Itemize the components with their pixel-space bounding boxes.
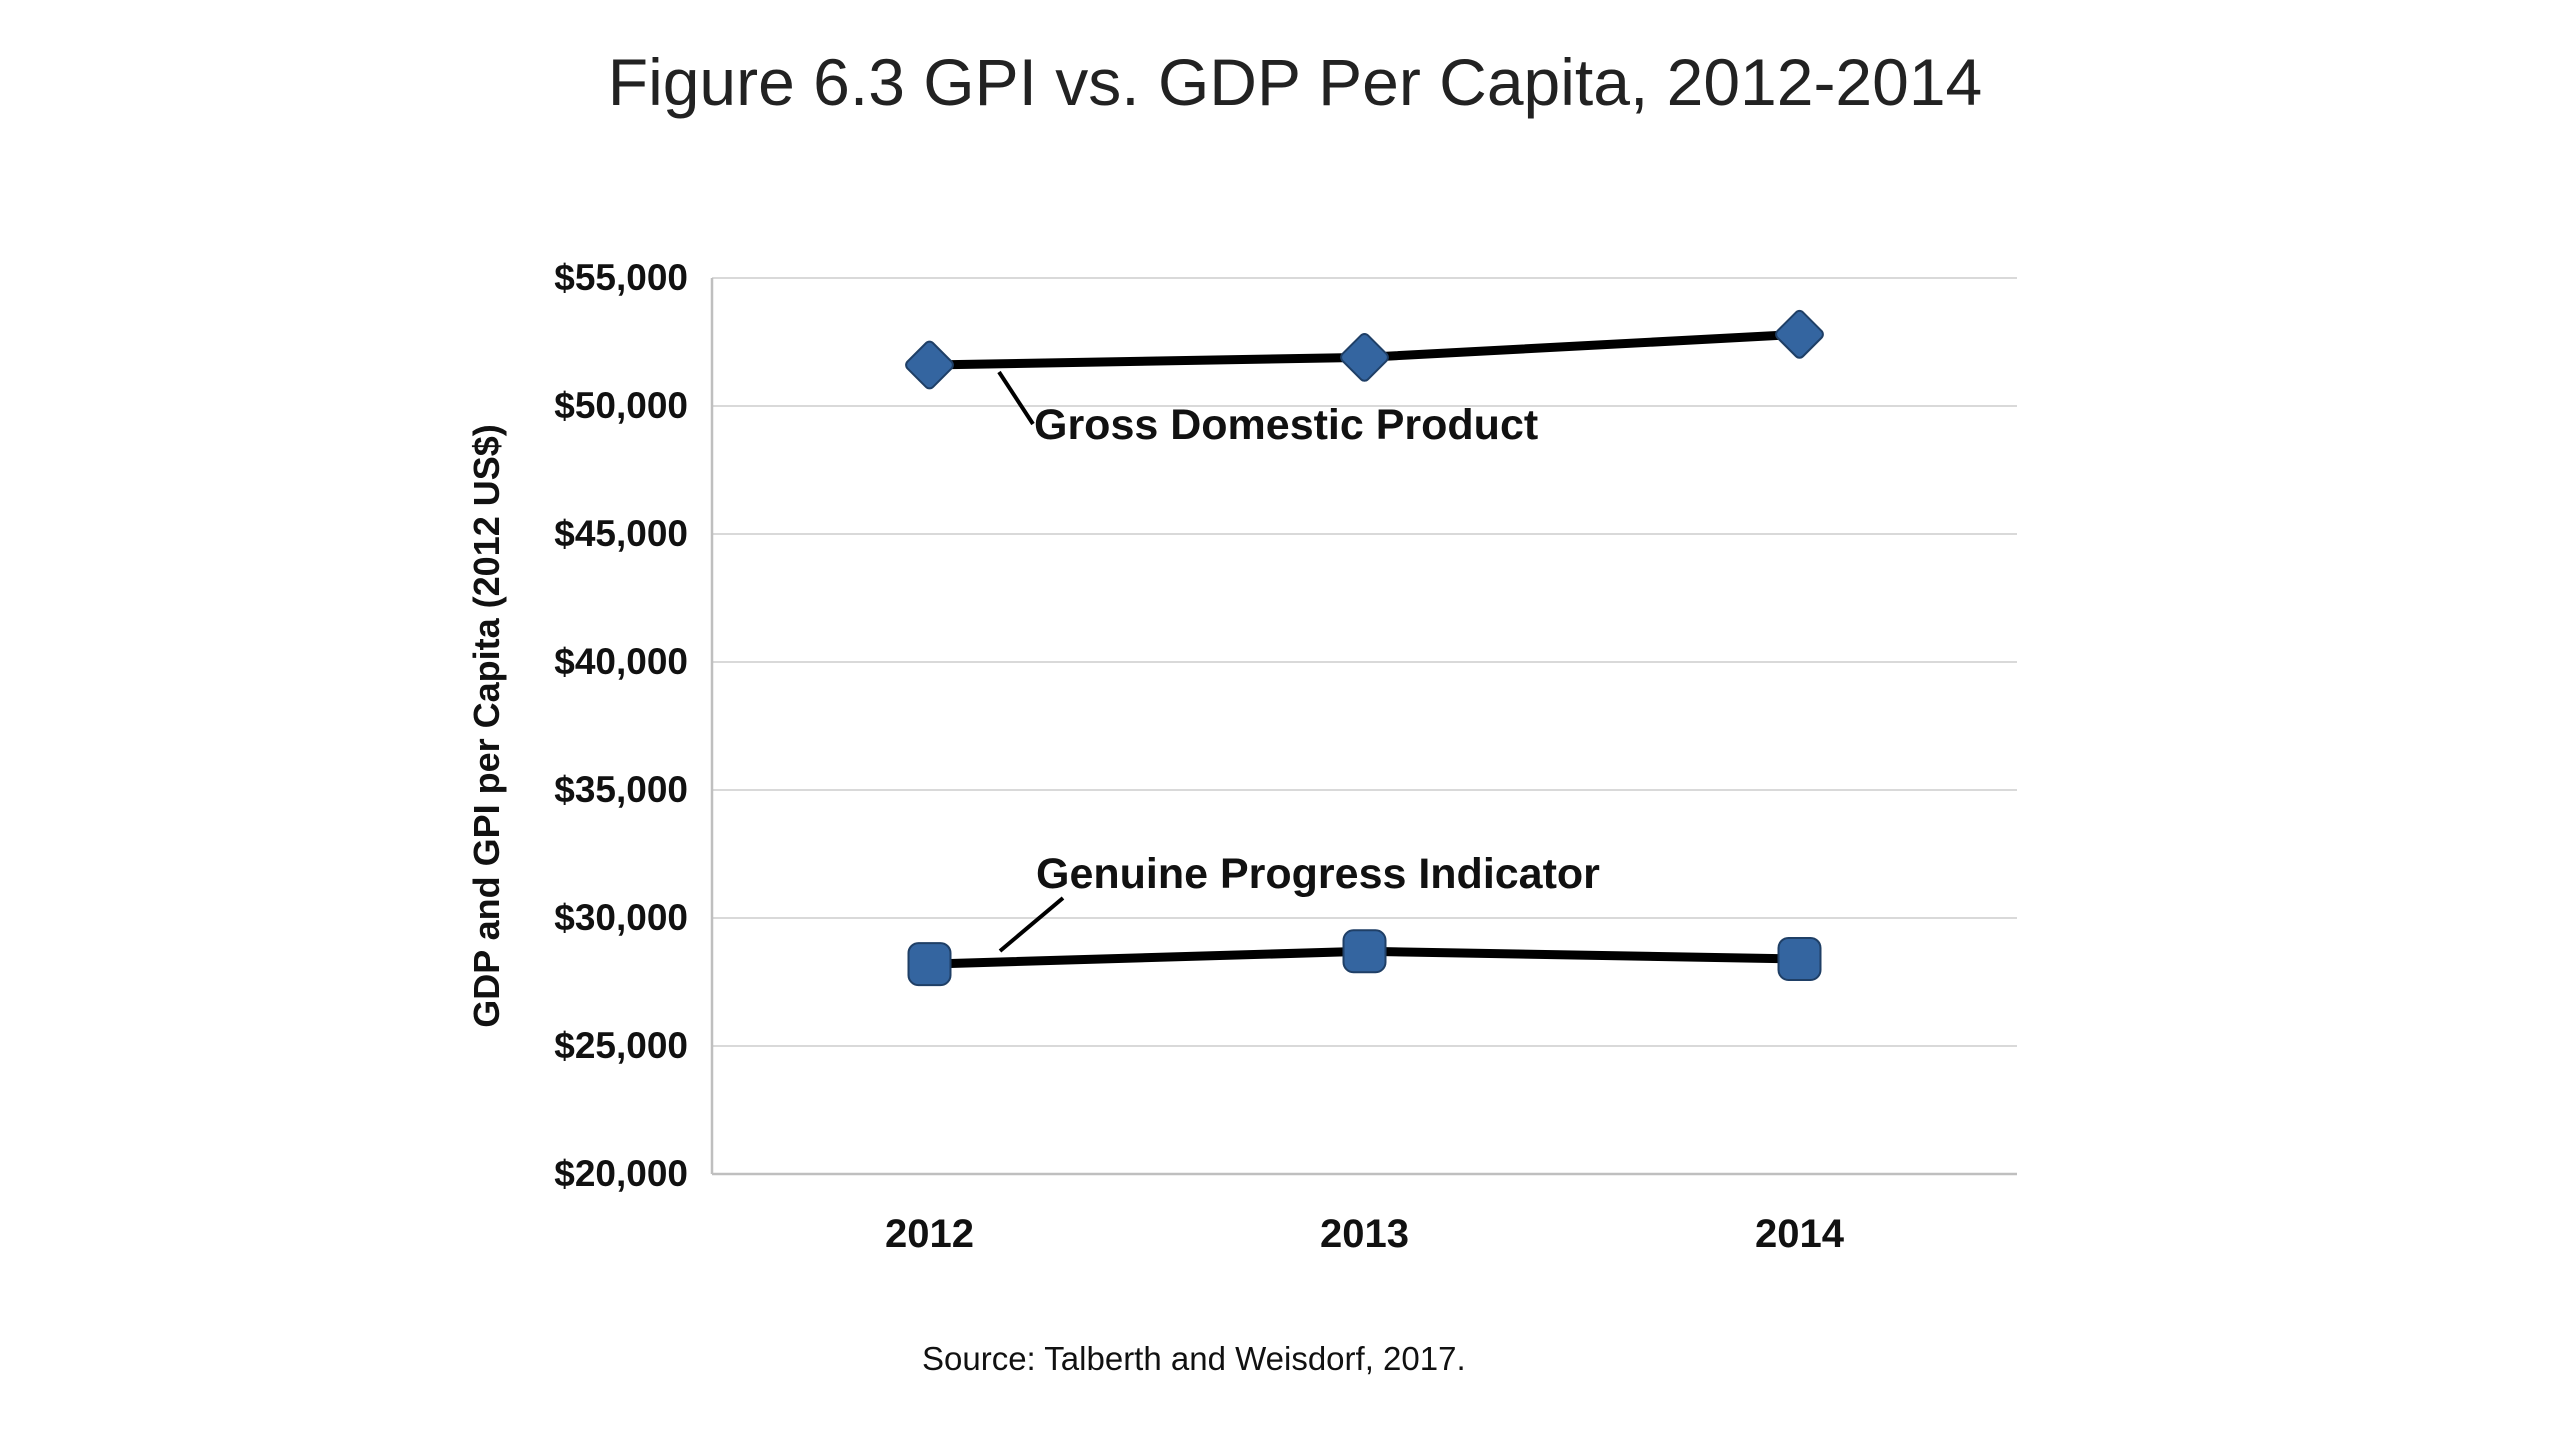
gdp-marker-2012	[905, 340, 954, 390]
gpi-marker-2012	[907, 942, 952, 987]
gdp-label-leader-line	[997, 370, 1035, 426]
y-tick-label: $40,000	[554, 641, 688, 682]
gpi-label-leader-line	[998, 896, 1065, 953]
gpi-marker-2013	[1342, 929, 1387, 974]
source-note: Source: Talberth and Weisdorf, 2017.	[922, 1340, 1466, 1377]
y-tick-label: $25,000	[554, 1025, 688, 1066]
x-tick-label: 2013	[1320, 1212, 1409, 1256]
y-tick-label: $30,000	[554, 897, 688, 938]
y-tick-label: $35,000	[554, 769, 688, 810]
y-tick-label: $20,000	[554, 1153, 688, 1194]
chart-title: Figure 6.3 GPI vs. GDP Per Capita, 2012-…	[607, 45, 1983, 119]
series-label-gdp: Gross Domestic Product	[1034, 401, 1539, 449]
series-label-gpi: Genuine Progress Indicator	[1036, 850, 1600, 898]
y-axis-title: GDP and GPI per Capita (2012 US$)	[466, 424, 507, 1028]
y-tick-label: $50,000	[554, 385, 688, 426]
y-tick-label: $45,000	[554, 513, 688, 554]
gdp-marker-2013	[1340, 332, 1389, 382]
x-tick-label: 2014	[1755, 1212, 1844, 1256]
x-tick-label: 2012	[885, 1212, 974, 1256]
y-tick-label: $55,000	[554, 257, 688, 298]
gpi-marker-2014	[1777, 936, 1822, 981]
gdp-marker-2014	[1775, 309, 1824, 359]
